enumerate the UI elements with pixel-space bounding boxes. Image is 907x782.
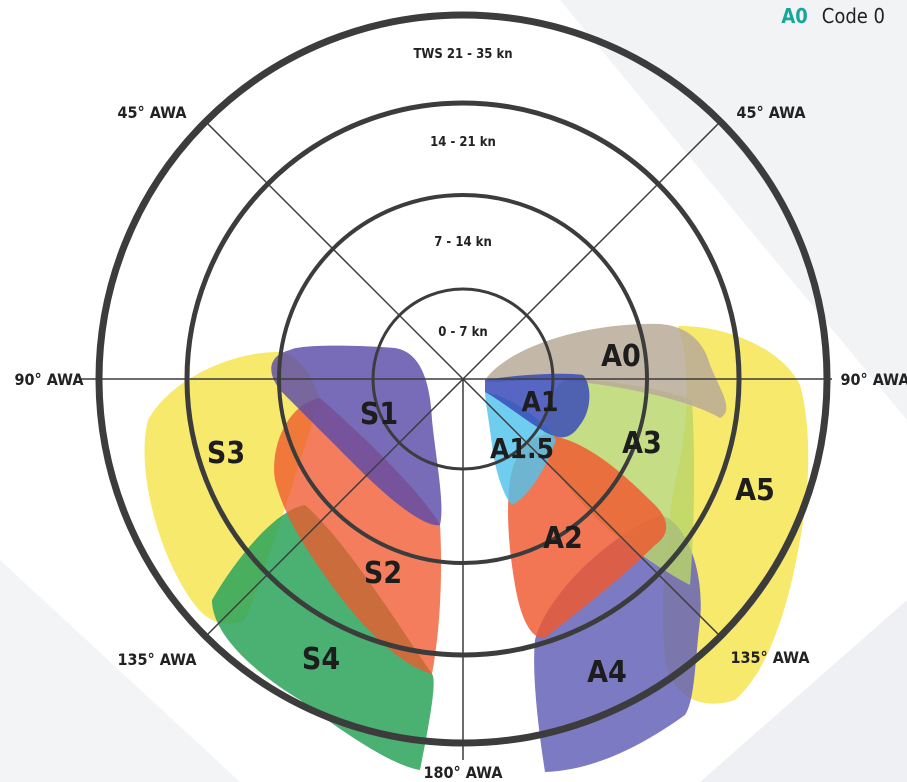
polar-grid xyxy=(79,11,832,760)
sail-label-S3: S3 xyxy=(207,436,245,471)
awa-label-90-left: 90° AWA xyxy=(15,370,85,389)
zone-S2 xyxy=(274,398,442,674)
sail-label-A2: A2 xyxy=(543,521,583,556)
sail-zones xyxy=(144,323,809,772)
sail-label-A1: A1 xyxy=(521,385,558,418)
ring-label-0-7: 0 - 7 kn xyxy=(438,325,487,340)
awa-label-45-left: 45° AWA xyxy=(118,103,188,122)
legend-code: A0 xyxy=(781,4,808,28)
spoke-45-left xyxy=(205,121,464,380)
spoke-135-right xyxy=(462,378,721,637)
awa-label-135-left: 135° AWA xyxy=(118,650,198,669)
sail-label-A5: A5 xyxy=(735,473,775,508)
sail-label-S1: S1 xyxy=(360,397,398,432)
sail-label-A4: A4 xyxy=(587,655,627,690)
awa-label-90-right: 90° AWA xyxy=(841,370,907,389)
ring-label-21-35: TWS 21 - 35 kn xyxy=(413,47,512,62)
awa-label-180: 180° AWA xyxy=(424,763,504,782)
sail-label-S2: S2 xyxy=(364,556,402,591)
awa-label-45-right: 45° AWA xyxy=(737,103,807,122)
legend-name: Code 0 xyxy=(821,4,885,28)
zone-S1 xyxy=(271,345,442,526)
sail-label-S4: S4 xyxy=(302,642,340,677)
sail-label-A1-5: A1.5 xyxy=(490,432,554,465)
sail-label-A0: A0 xyxy=(601,339,641,374)
awa-label-135-right: 135° AWA xyxy=(731,648,811,667)
ring-label-7-14: 7 - 14 kn xyxy=(434,235,492,250)
zone-A2 xyxy=(508,434,667,639)
spoke-45-right xyxy=(462,121,721,380)
zone-A0 xyxy=(485,323,727,418)
legend: A0 Code 0 xyxy=(781,4,885,28)
sail-label-A3: A3 xyxy=(622,426,662,461)
spoke-135-left xyxy=(205,378,464,637)
zone-A1 xyxy=(485,373,590,438)
ring-label-14-21: 14 - 21 kn xyxy=(430,135,496,150)
